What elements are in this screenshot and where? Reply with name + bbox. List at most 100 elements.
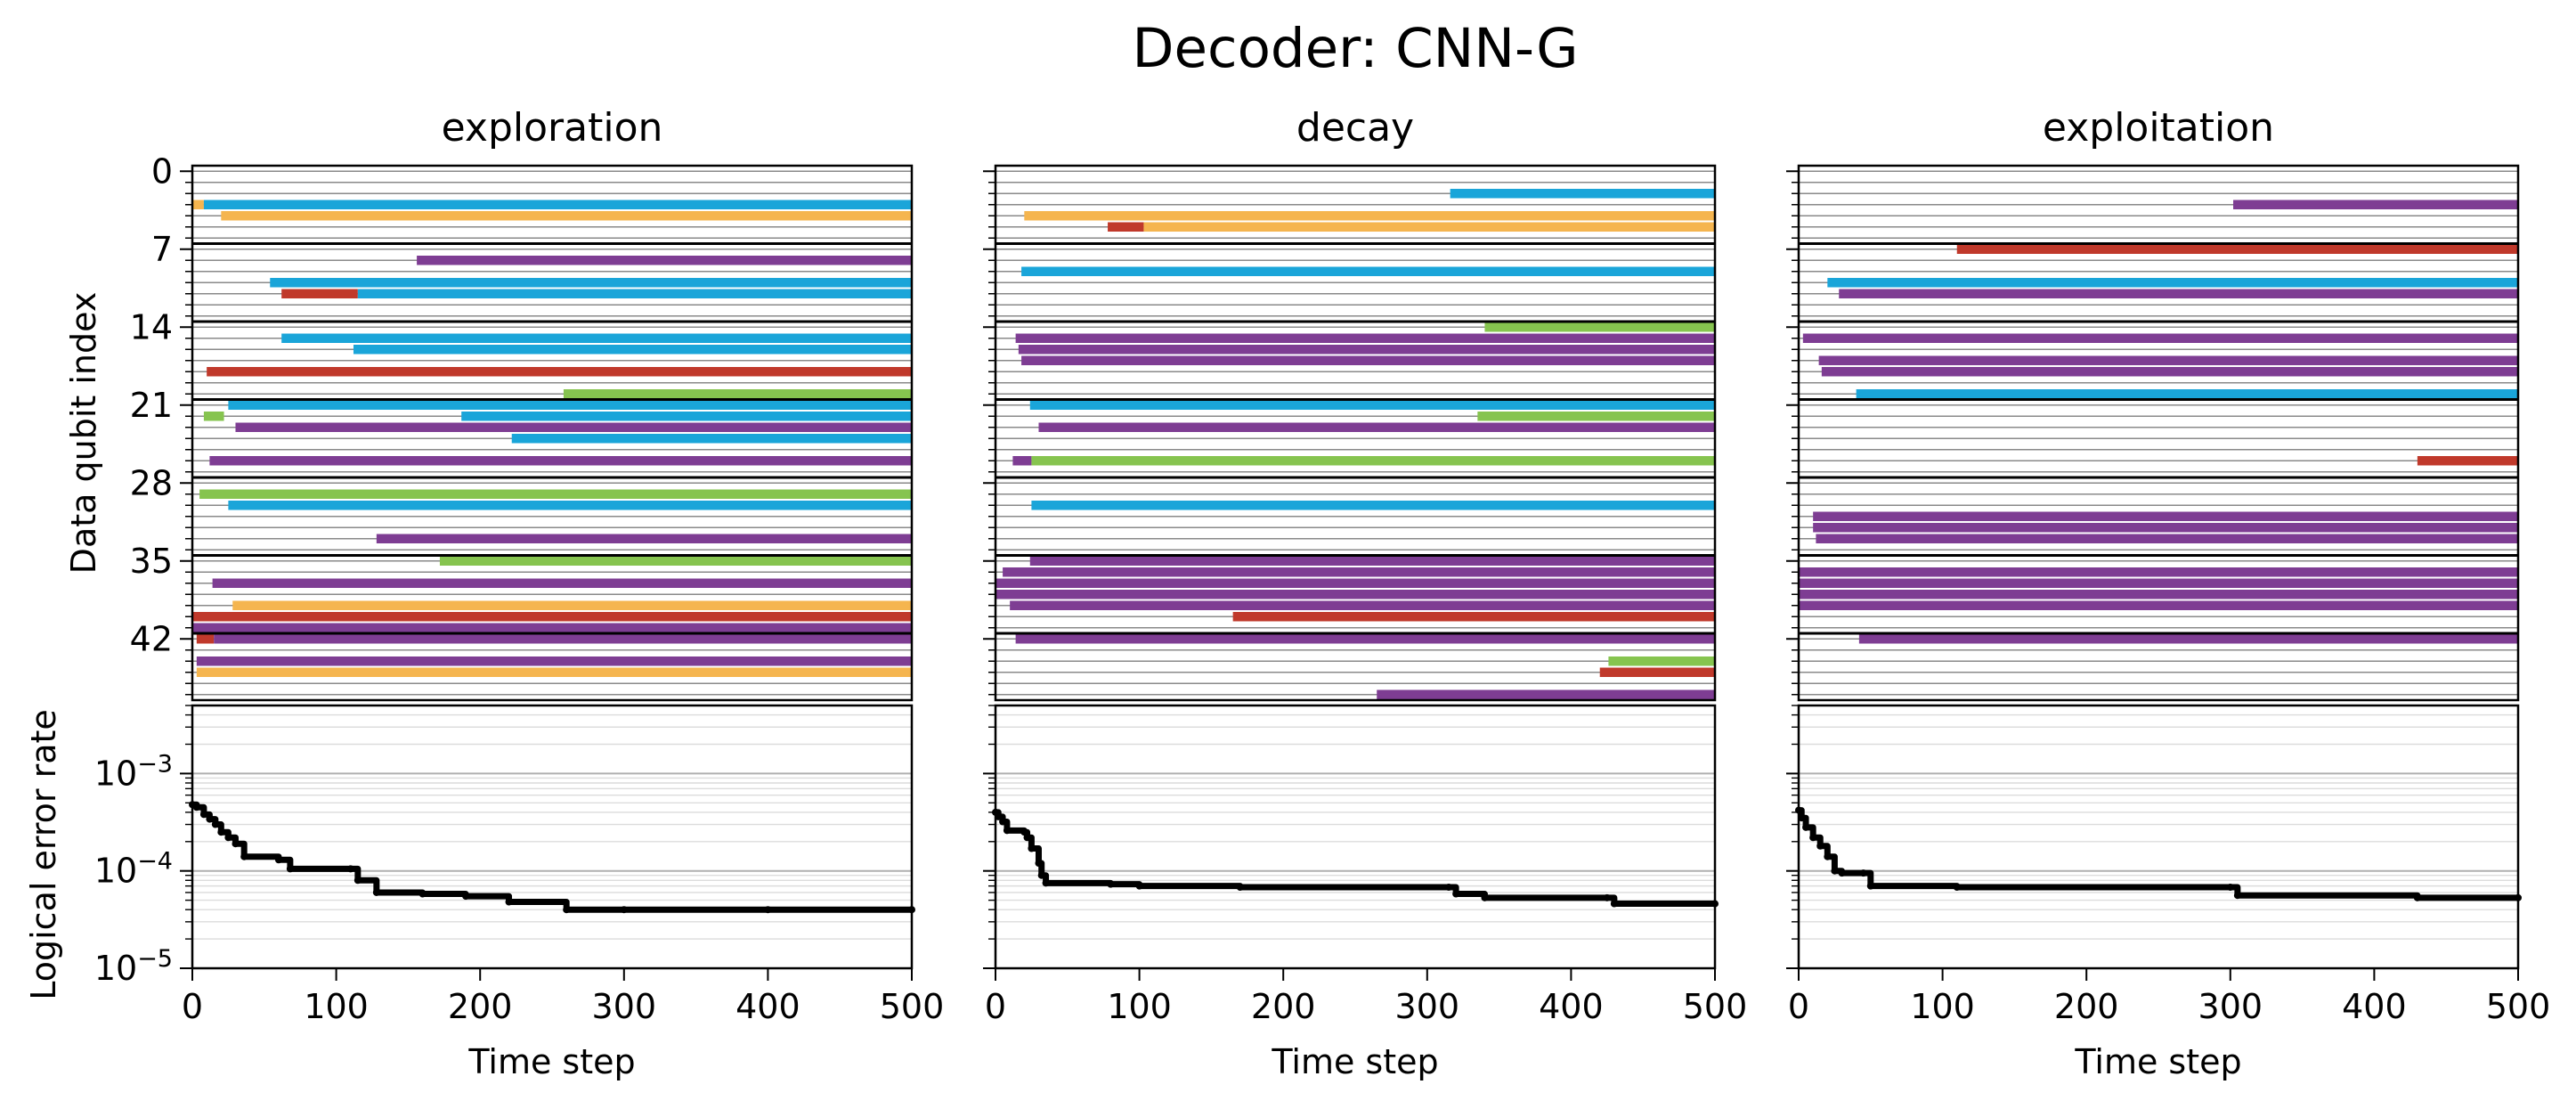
- qubit-error-segment: [281, 333, 912, 343]
- x-tick-label: 0: [1788, 987, 1809, 1026]
- qubit-error-segment: [1484, 322, 1715, 332]
- x-tick-label: 0: [985, 987, 1006, 1026]
- ler-point: [462, 893, 470, 901]
- ler-tick-label: 10−4: [94, 847, 173, 891]
- qubit-error-segment: [196, 667, 912, 677]
- qubit-error-segment: [1015, 333, 1715, 343]
- qubit-plot-area: [995, 166, 1715, 700]
- qubit-error-segment: [192, 612, 912, 622]
- panel-0: exploration 0 7 14 21 28 35 42 10−5 10−4 10−3 0 100 2…: [24, 105, 944, 1081]
- qubit-error-segment: [1956, 244, 2518, 254]
- qubit-tick-label: 0: [151, 151, 173, 191]
- x-tick-label: 300: [592, 987, 657, 1026]
- qubit-error-segment: [1003, 567, 1715, 577]
- ler-point: [1838, 869, 1846, 877]
- ler-point: [1020, 828, 1028, 836]
- qubit-error-segment: [221, 211, 912, 221]
- ler-point: [563, 906, 571, 914]
- qubit-plot-area: [1799, 166, 2518, 700]
- qubit-error-segment: [1021, 355, 1715, 365]
- x-axis-label: Time step: [2074, 1042, 2241, 1081]
- qubit-tick-label: 35: [130, 542, 173, 581]
- qubit-error-segment: [203, 412, 224, 421]
- ler-point: [206, 815, 214, 823]
- qubit-error-segment: [1477, 412, 1715, 421]
- qubit-error-segment: [1450, 189, 1715, 199]
- ler-point: [1953, 884, 1961, 892]
- ler-point: [217, 828, 225, 836]
- qubit-error-segment: [1799, 590, 2518, 599]
- ler-point: [232, 840, 240, 848]
- x-tick-label: 300: [1395, 987, 1460, 1026]
- qubit-plot-frame: [1797, 164, 2520, 702]
- ler-point: [1610, 900, 1618, 908]
- ler-point: [286, 865, 294, 873]
- panel-2: exploitation 0 100 200 300 400 500 Time step: [1786, 105, 2550, 1081]
- qubit-error-segment: [1858, 634, 2518, 644]
- qubit-error-segment: [1599, 667, 1715, 677]
- qubit-error-segment: [995, 590, 1715, 599]
- ler-point: [418, 890, 427, 898]
- ler-point: [1824, 852, 1832, 860]
- qubit-error-segment: [1802, 333, 2518, 343]
- qubit-error-segment: [270, 278, 912, 288]
- qubit-error-segment: [1031, 456, 1715, 466]
- x-tick-label: 0: [182, 987, 203, 1026]
- qubit-error-segment: [1029, 400, 1715, 410]
- qubit-error-segment: [1816, 534, 2518, 543]
- qubit-error-segment: [1108, 222, 1144, 232]
- x-tick-label: 100: [1107, 987, 1172, 1026]
- ler-tick-label: 10−5: [94, 945, 173, 989]
- qubit-error-segment: [1015, 634, 1715, 644]
- ler-plot-frame: [1797, 704, 2520, 970]
- qubit-error-segment: [1143, 222, 1715, 232]
- qubit-error-segment: [1031, 501, 1715, 510]
- ler-point: [1481, 893, 1489, 901]
- ler-point: [1003, 827, 1011, 835]
- ler-point: [372, 888, 380, 896]
- qubit-error-segment: [1010, 600, 1715, 610]
- qubit-error-segment: [1839, 289, 2518, 298]
- qubit-error-segment: [207, 367, 912, 377]
- ler-point: [353, 877, 362, 885]
- ler-point: [1028, 844, 1036, 852]
- qubit-error-segment: [192, 623, 912, 632]
- qubit-error-segment: [196, 634, 215, 644]
- qubit-error-segment: [461, 412, 912, 421]
- qubit-plot-frame: [994, 164, 1717, 702]
- x-axis-label: Time step: [467, 1042, 635, 1081]
- ler-point: [1816, 842, 1824, 850]
- ler-point: [2233, 892, 2241, 900]
- ler-plot-area: [1799, 705, 2518, 968]
- ler-plot-frame: [994, 704, 1717, 970]
- qubit-error-segment: [228, 400, 912, 410]
- ler-point: [224, 834, 232, 842]
- x-tick-label: 500: [880, 987, 945, 1026]
- qubit-error-segment: [1038, 422, 1715, 432]
- qubit-error-segment: [2417, 456, 2518, 466]
- qubit-error-segment: [232, 600, 912, 610]
- qubit-error-segment: [1608, 656, 1715, 666]
- ler-point: [1023, 834, 1031, 842]
- qubit-error-segment: [376, 534, 912, 543]
- x-tick-label: 100: [1910, 987, 1975, 1026]
- x-tick-label: 400: [1539, 987, 1604, 1026]
- ler-point: [211, 820, 219, 828]
- ler-point: [1107, 880, 1115, 888]
- qubit-error-segment: [1024, 211, 1715, 221]
- ler-point: [346, 865, 354, 873]
- qubit-plot-area: [192, 166, 912, 700]
- qubit-error-segment: [1018, 345, 1715, 355]
- qubit-error-segment: [1799, 600, 2518, 610]
- ler-plot-area: [192, 705, 912, 968]
- qubit-error-segment: [995, 578, 1715, 588]
- x-tick-label: 200: [2054, 987, 2119, 1026]
- qubit-error-segment: [1799, 578, 2518, 588]
- qubit-error-segment: [1856, 389, 2518, 399]
- qubit-plot-frame: [191, 164, 914, 702]
- ler-point: [764, 906, 772, 914]
- ler-point: [1445, 884, 1453, 892]
- qubit-error-segment: [214, 634, 913, 644]
- ler-point: [1037, 871, 1045, 879]
